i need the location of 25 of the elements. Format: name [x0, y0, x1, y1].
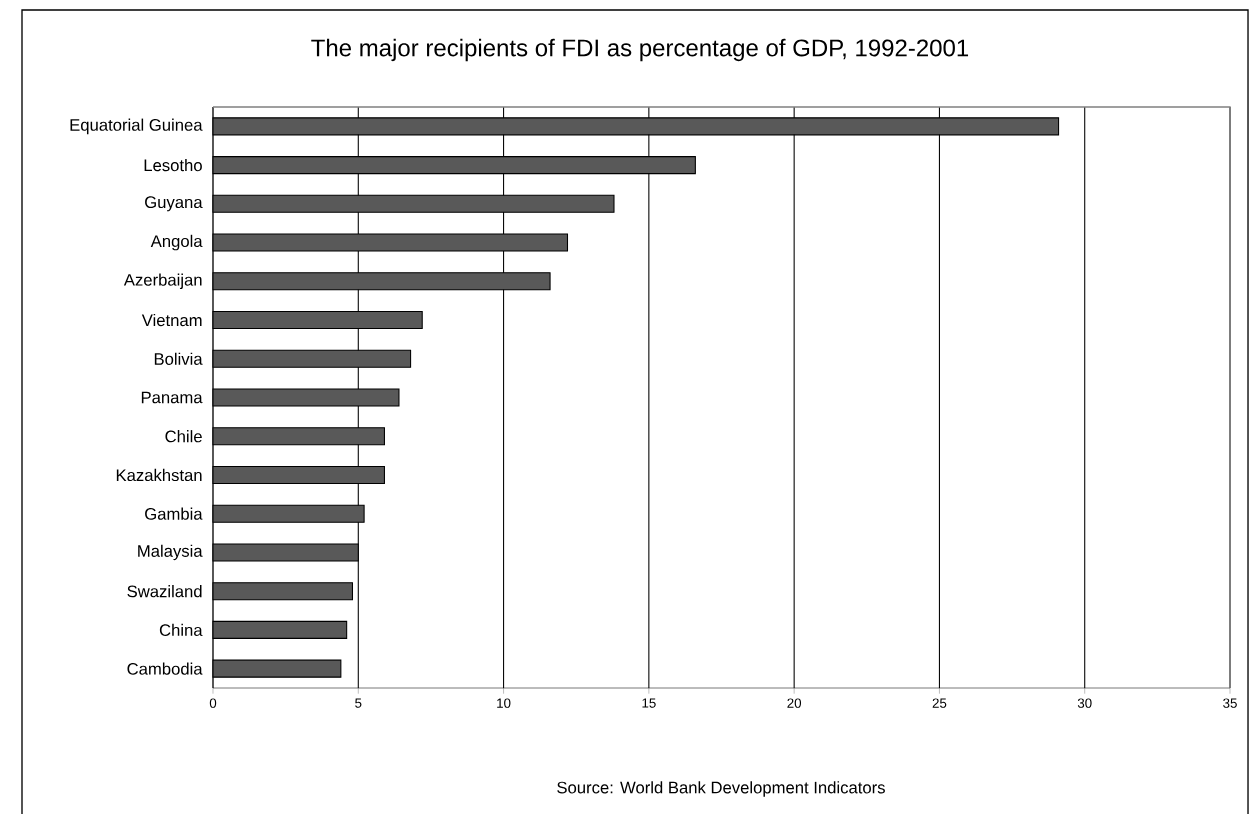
y-tick-label: Cambodia	[127, 662, 203, 675]
y-tick-label: Lesotho	[144, 158, 202, 172]
chart-title: The major recipients of FDI as percentage of GDP, 1992-2001	[311, 38, 969, 62]
source-note: Source: World Bank Development Indicators	[557, 781, 885, 797]
x-tick-label: 5	[355, 698, 362, 708]
x-tick-label: 10	[497, 698, 511, 708]
y-tick-label: Guyana	[145, 196, 203, 212]
x-tick-label: 0	[209, 698, 217, 708]
y-tick-label: Gambia	[145, 507, 203, 520]
y-tick-label: Kazakhstan	[116, 468, 202, 482]
y-tick-label: Bolivia	[154, 352, 203, 365]
y-tick-label: Malaysia	[138, 544, 203, 561]
x-tick-label: 30	[1077, 698, 1092, 708]
x-tick-label: 15	[642, 698, 656, 708]
y-tick-label: Swaziland	[127, 585, 202, 598]
y-tick-label: Panama	[141, 391, 203, 404]
y-tick-label: Azerbaijan	[123, 273, 202, 290]
x-tick-label: 20	[787, 698, 802, 708]
x-tick-label: 35	[1223, 698, 1237, 708]
y-tick-label: Angola	[150, 234, 203, 251]
y-tick-label: Equatorial Guinea	[70, 118, 203, 135]
y-tick-label: Chile	[165, 430, 202, 443]
y-tick-label: Vietnam	[141, 313, 202, 327]
x-tick-label: 25	[932, 698, 947, 708]
y-tick-label: China	[159, 623, 203, 637]
